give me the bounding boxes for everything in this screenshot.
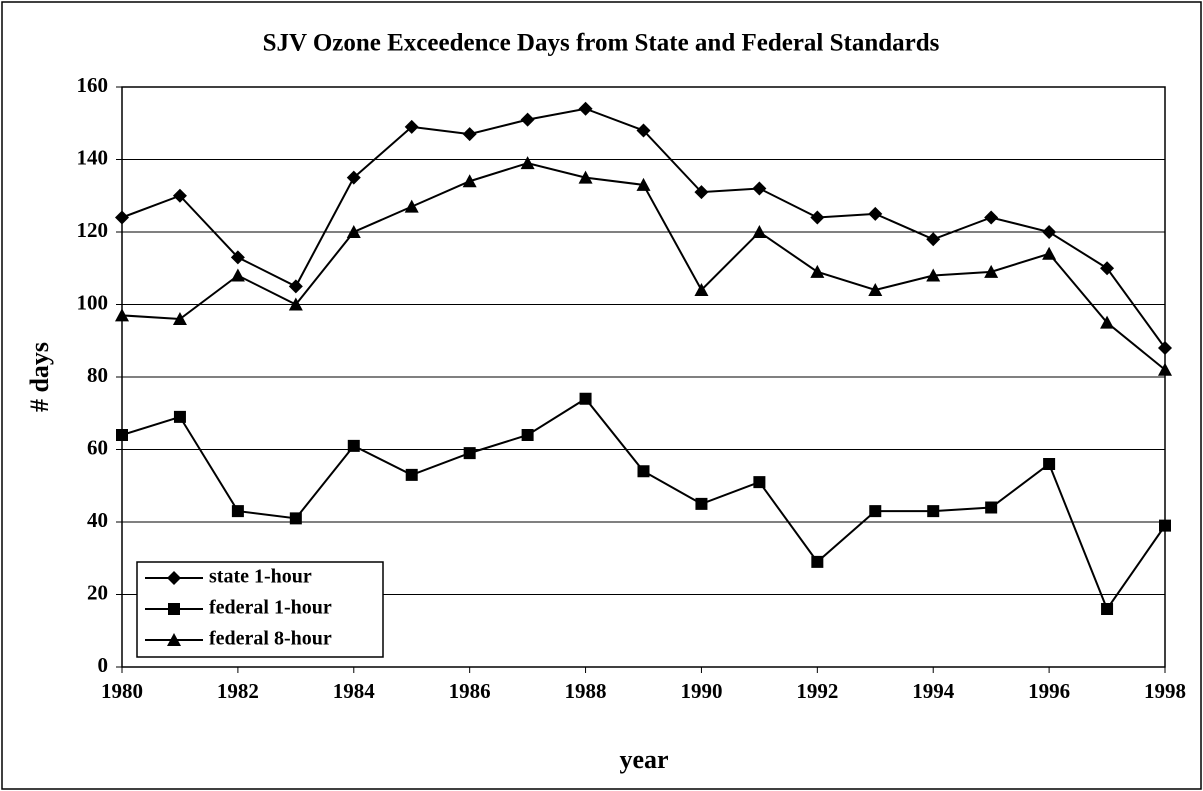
data-point bbox=[1159, 519, 1171, 532]
y-tick-label: 60 bbox=[87, 435, 108, 459]
y-tick-label: 20 bbox=[87, 580, 108, 604]
data-point bbox=[230, 250, 245, 265]
data-point bbox=[926, 268, 941, 282]
x-tick-label: 1998 bbox=[1144, 679, 1186, 703]
data-point bbox=[231, 505, 244, 518]
data-point bbox=[984, 210, 999, 225]
legend-marker bbox=[168, 603, 180, 615]
data-point bbox=[288, 297, 303, 311]
data-point bbox=[463, 447, 476, 460]
data-point bbox=[1158, 362, 1172, 376]
x-tick-label: 1988 bbox=[565, 679, 607, 703]
data-point bbox=[1101, 603, 1114, 615]
legend-label: state 1-hour bbox=[209, 566, 312, 588]
data-point bbox=[1100, 315, 1115, 329]
y-tick-label: 100 bbox=[77, 290, 109, 314]
y-axis-label: # days bbox=[25, 342, 54, 412]
x-tick-label: 1986 bbox=[449, 679, 491, 703]
data-point bbox=[404, 199, 419, 213]
data-point bbox=[869, 505, 882, 518]
data-point bbox=[811, 555, 824, 568]
data-point bbox=[115, 210, 129, 225]
data-point bbox=[810, 210, 825, 225]
data-point bbox=[520, 112, 535, 127]
data-point bbox=[984, 264, 999, 278]
data-point bbox=[346, 170, 361, 185]
y-tick-label: 80 bbox=[87, 363, 108, 387]
data-point bbox=[521, 429, 534, 441]
data-point bbox=[810, 264, 825, 278]
data-point bbox=[752, 225, 767, 238]
x-tick-label: 1990 bbox=[680, 679, 722, 703]
data-point bbox=[753, 476, 766, 489]
data-point bbox=[172, 312, 187, 325]
y-tick-label: 160 bbox=[77, 73, 109, 97]
data-point bbox=[636, 123, 651, 138]
legend-label: federal 8-hour bbox=[209, 628, 332, 650]
data-point bbox=[1100, 261, 1115, 276]
y-tick-label: 40 bbox=[87, 508, 108, 532]
plot-frame bbox=[121, 86, 1166, 668]
x-tick-label: 1980 bbox=[101, 679, 143, 703]
legend-marker bbox=[167, 633, 181, 646]
data-point bbox=[520, 156, 535, 170]
data-point bbox=[578, 170, 593, 184]
data-point bbox=[926, 232, 941, 247]
data-point bbox=[405, 468, 418, 481]
x-axis-label: year bbox=[619, 745, 668, 774]
data-point bbox=[116, 429, 128, 441]
data-point bbox=[868, 283, 883, 296]
data-point bbox=[694, 283, 709, 296]
data-point bbox=[637, 465, 650, 478]
data-point bbox=[462, 127, 477, 142]
y-tick-label: 0 bbox=[98, 653, 109, 677]
x-tick-label: 1984 bbox=[333, 679, 376, 703]
data-point bbox=[694, 185, 709, 200]
x-tick-label: 1994 bbox=[912, 679, 955, 703]
legend-label: federal 1-hour bbox=[209, 597, 332, 619]
data-point bbox=[172, 188, 187, 203]
data-point bbox=[1158, 341, 1172, 355]
data-point bbox=[1042, 225, 1057, 239]
data-point bbox=[636, 177, 651, 191]
data-point bbox=[695, 497, 708, 510]
data-point bbox=[115, 308, 129, 322]
data-point bbox=[868, 206, 883, 221]
data-point bbox=[578, 101, 593, 116]
data-point bbox=[462, 174, 477, 188]
y-tick-label: 120 bbox=[77, 218, 109, 242]
data-point bbox=[288, 279, 303, 294]
data-point bbox=[579, 392, 592, 405]
data-point bbox=[1042, 246, 1057, 260]
x-tick-label: 1992 bbox=[796, 679, 838, 703]
data-point bbox=[289, 512, 302, 525]
data-point bbox=[752, 181, 767, 196]
x-tick-label: 1982 bbox=[217, 679, 259, 703]
x-tick-label: 1996 bbox=[1028, 679, 1070, 703]
legend-marker bbox=[167, 571, 181, 585]
y-tick-label: 140 bbox=[77, 145, 109, 169]
data-point bbox=[230, 268, 245, 282]
data-point bbox=[1043, 458, 1056, 470]
data-point bbox=[927, 505, 940, 518]
data-point bbox=[173, 410, 186, 423]
data-point bbox=[985, 501, 998, 514]
data-point bbox=[347, 439, 360, 452]
data-point bbox=[346, 225, 361, 238]
chart-title: SJV Ozone Exceedence Days from State and… bbox=[263, 30, 940, 57]
data-point bbox=[404, 119, 419, 134]
